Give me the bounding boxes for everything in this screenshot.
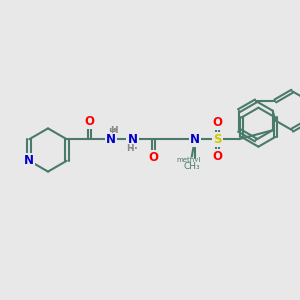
Text: N: N (24, 154, 34, 167)
Text: O: O (148, 151, 158, 164)
Text: O: O (212, 116, 222, 129)
Text: N: N (106, 133, 116, 146)
Text: O: O (84, 115, 94, 128)
Text: H: H (108, 128, 116, 137)
Text: O: O (84, 115, 94, 128)
Text: CH₃: CH₃ (184, 162, 200, 171)
Text: O: O (212, 150, 222, 163)
Text: O: O (212, 116, 222, 129)
Text: O: O (148, 151, 158, 164)
Text: N: N (24, 154, 34, 167)
Text: N: N (128, 133, 137, 146)
Text: methyl: methyl (195, 161, 200, 162)
Text: S: S (213, 133, 222, 146)
Text: N: N (190, 133, 200, 146)
Text: H: H (130, 142, 137, 152)
Text: N: N (128, 133, 137, 146)
Text: N: N (190, 133, 200, 146)
Text: S: S (213, 133, 222, 146)
Text: methyl: methyl (176, 157, 200, 163)
Text: H: H (111, 126, 118, 135)
Text: H: H (126, 144, 134, 153)
Text: N: N (106, 133, 116, 146)
Text: O: O (212, 150, 222, 163)
